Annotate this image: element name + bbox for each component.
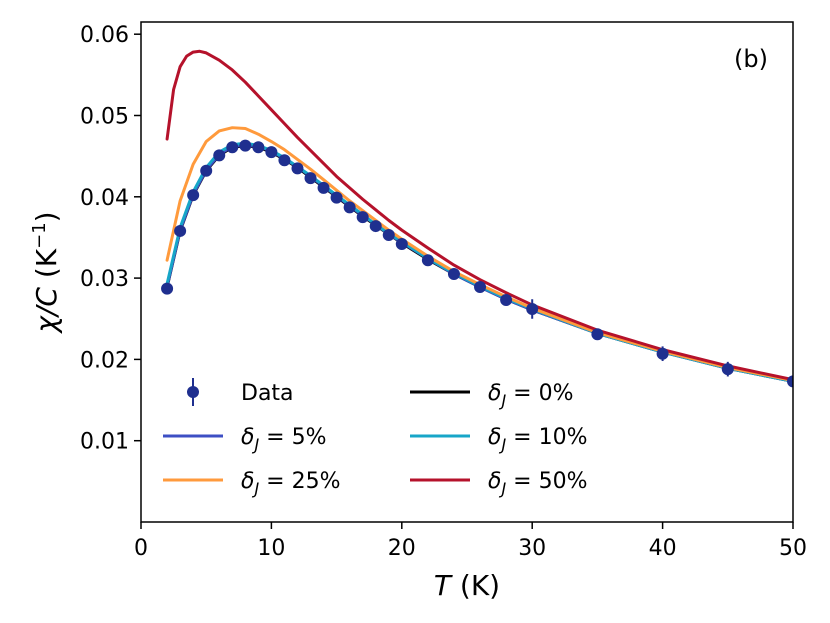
- data-point: [721, 363, 734, 376]
- data-point: [330, 191, 343, 204]
- y-axis-label-var: χ/C: [30, 287, 63, 335]
- data-point: [526, 302, 539, 315]
- x-axis-label-unit: (K): [451, 569, 500, 602]
- legend-label-symbol: δ: [488, 381, 501, 406]
- legend-entry: δJ = 0%: [410, 381, 574, 410]
- y-axis-label-close: ): [30, 211, 63, 222]
- y-tick-label: 0.06: [80, 23, 129, 48]
- data-point: [382, 229, 395, 242]
- x-tick-label: 20: [388, 536, 416, 561]
- y-tick-label: 0.02: [80, 348, 129, 373]
- x-tick-label: 0: [134, 536, 148, 561]
- data-point: [474, 281, 487, 294]
- legend-label-value: = 5%: [259, 425, 326, 450]
- x-tick-label: 50: [779, 536, 807, 561]
- series-line-1: [165, 143, 793, 383]
- data-point: [265, 146, 278, 159]
- data-point: [317, 181, 330, 194]
- data-point: [291, 162, 304, 175]
- data-point: [226, 141, 239, 154]
- axes-layer: 0 10 20 30 40 50 0.01 0.02 0.03 0.04 0.05 0.06 T (K)…: [29, 21, 807, 602]
- axes-frame: [140, 21, 794, 523]
- y-tick-label: 0.04: [80, 186, 129, 211]
- x-tick-label: 10: [257, 536, 285, 561]
- legend-label-symbol: δ: [488, 469, 501, 494]
- legend-label-value: = 10%: [506, 425, 587, 450]
- legend-label-sub: J: [498, 435, 506, 454]
- series-line-2: [165, 141, 793, 383]
- legend-label-symbol: δ: [488, 425, 501, 450]
- legend-label-sub: J: [251, 479, 259, 498]
- data-point: [500, 294, 513, 307]
- y-tick-label: 0.01: [80, 430, 129, 455]
- legend-entry: Data: [187, 378, 294, 406]
- legend-label-value: = 25%: [259, 469, 340, 494]
- y-axis-label-exp: −1: [29, 222, 50, 249]
- legend-entry: δJ = 5%: [163, 425, 327, 454]
- data-point: [395, 237, 408, 250]
- legend-label: δJ = 10%: [488, 425, 588, 454]
- legend-marker: [187, 386, 199, 398]
- legend-label-sub: J: [498, 479, 506, 498]
- panel-label: (b): [734, 45, 768, 73]
- data-point: [200, 164, 213, 177]
- data-point: [447, 268, 460, 281]
- data-point: [213, 149, 226, 162]
- y-tick-label: 0.03: [80, 267, 129, 292]
- legend-entry: δJ = 10%: [410, 425, 588, 454]
- data-point: [656, 347, 669, 360]
- legend-label: δJ = 50%: [488, 469, 588, 498]
- x-tick-label: 30: [518, 536, 546, 561]
- legend-label-value: = 0%: [506, 381, 573, 406]
- data-point: [252, 141, 265, 154]
- data-point: [343, 201, 356, 214]
- legend-label-symbol: δ: [241, 425, 254, 450]
- x-axis-label-var: T: [434, 569, 453, 602]
- data-point: [591, 328, 604, 341]
- series-line-0: [165, 144, 793, 383]
- legend-label-symbol: δ: [241, 469, 254, 494]
- x-tick-label: 40: [649, 536, 677, 561]
- legend-label: δJ = 25%: [241, 469, 341, 498]
- data-point: [239, 139, 252, 152]
- legend: Data δJ = 0%δJ = 5% δJ = 10%δJ = 25% δJ = 5…: [163, 378, 588, 498]
- data-point: [278, 154, 291, 167]
- legend-label: δJ = 0%: [488, 381, 574, 410]
- y-axis-label-unit: (K: [30, 248, 63, 287]
- data-point: [187, 189, 200, 202]
- series-layer: [161, 49, 793, 388]
- series-line-4: [165, 49, 793, 382]
- y-axis-label: χ/C (K−1): [29, 211, 63, 334]
- data-point: [356, 211, 369, 224]
- data-point: [161, 282, 174, 295]
- y-tick-label: 0.05: [80, 104, 129, 129]
- legend-entry: δJ = 25%: [163, 469, 341, 498]
- legend-entry: δJ = 50%: [410, 469, 588, 498]
- legend-label: Data: [241, 381, 294, 406]
- data-point: [787, 375, 793, 388]
- data-point: [304, 172, 317, 185]
- legend-label-sub: J: [498, 391, 506, 410]
- data-point: [421, 254, 434, 267]
- legend-label-text: Data: [241, 381, 294, 406]
- data-point: [369, 220, 382, 233]
- series-line-3: [165, 126, 793, 383]
- legend-label-sub: J: [251, 435, 259, 454]
- x-axis-label: T (K): [434, 569, 500, 602]
- data-point: [174, 224, 187, 237]
- legend-label-value: = 50%: [506, 469, 587, 494]
- legend-label: δJ = 5%: [241, 425, 327, 454]
